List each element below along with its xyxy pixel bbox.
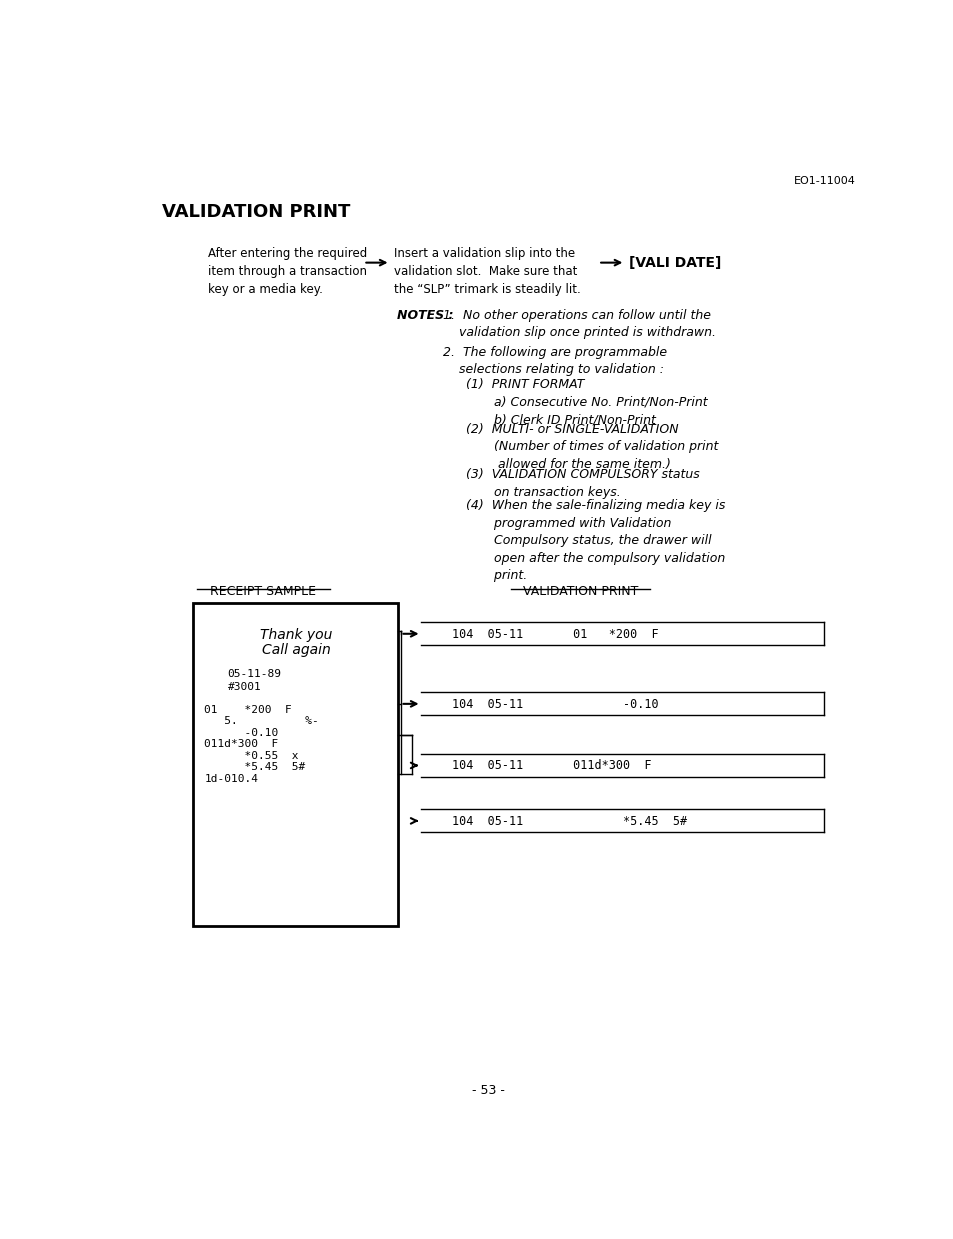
Text: (2)  MULTI- or SINGLE-VALIDATION
       (Number of times of validation print
   : (2) MULTI- or SINGLE-VALIDATION (Number … xyxy=(466,422,718,471)
Text: Call again: Call again xyxy=(261,643,330,657)
Text: 104  05-11       011d*300  F: 104 05-11 011d*300 F xyxy=(452,760,651,772)
Text: *0.55  x: *0.55 x xyxy=(204,751,298,761)
Text: EO1-11004: EO1-11004 xyxy=(793,176,855,186)
Text: *5.45  5#: *5.45 5# xyxy=(204,762,305,772)
Text: (3)  VALIDATION COMPULSORY status
       on transaction keys.: (3) VALIDATION COMPULSORY status on tran… xyxy=(466,468,700,499)
Text: 1d-010.4: 1d-010.4 xyxy=(204,774,258,784)
Text: 1.  No other operations can follow until the
    validation slip once printed is: 1. No other operations can follow until … xyxy=(443,309,716,339)
Text: (1)  PRINT FORMAT
       a) Consecutive No. Print/Non-Print
       b) Clerk ID P: (1) PRINT FORMAT a) Consecutive No. Prin… xyxy=(466,378,707,426)
Text: -0.10: -0.10 xyxy=(204,727,278,737)
Text: VALIDATION PRINT: VALIDATION PRINT xyxy=(522,585,638,598)
Text: 2.  The following are programmable
    selections relating to validation :: 2. The following are programmable select… xyxy=(443,346,667,377)
Text: 011d*300  F: 011d*300 F xyxy=(204,740,278,750)
Text: Insert a validation slip into the
validation slot.  Make sure that
the “SLP” tri: Insert a validation slip into the valida… xyxy=(394,248,580,296)
Text: Thank you: Thank you xyxy=(259,628,332,642)
Text: [VALI DATE]: [VALI DATE] xyxy=(629,256,720,270)
Text: 104  05-11              *5.45  5#: 104 05-11 *5.45 5# xyxy=(452,815,687,828)
Text: RECEIPT SAMPLE: RECEIPT SAMPLE xyxy=(210,585,315,598)
Text: - 53 -: - 53 - xyxy=(472,1084,505,1098)
Text: 05-11-89: 05-11-89 xyxy=(228,669,281,679)
Text: 01    *200  F: 01 *200 F xyxy=(204,705,292,715)
Text: 104  05-11       01   *200  F: 104 05-11 01 *200 F xyxy=(452,628,659,641)
Bar xyxy=(193,603,397,927)
Text: 104  05-11              -0.10: 104 05-11 -0.10 xyxy=(452,698,659,711)
Text: After entering the required
item through a transaction
key or a media key.: After entering the required item through… xyxy=(208,248,367,296)
Text: VALIDATION PRINT: VALIDATION PRINT xyxy=(162,203,350,221)
Text: (4)  When the sale-finalizing media key is
       programmed with Validation
   : (4) When the sale-finalizing media key i… xyxy=(466,499,725,582)
Text: #3001: #3001 xyxy=(228,681,261,691)
Text: NOTES :: NOTES : xyxy=(396,309,453,322)
Text: 5.          %-: 5. %- xyxy=(204,716,319,726)
